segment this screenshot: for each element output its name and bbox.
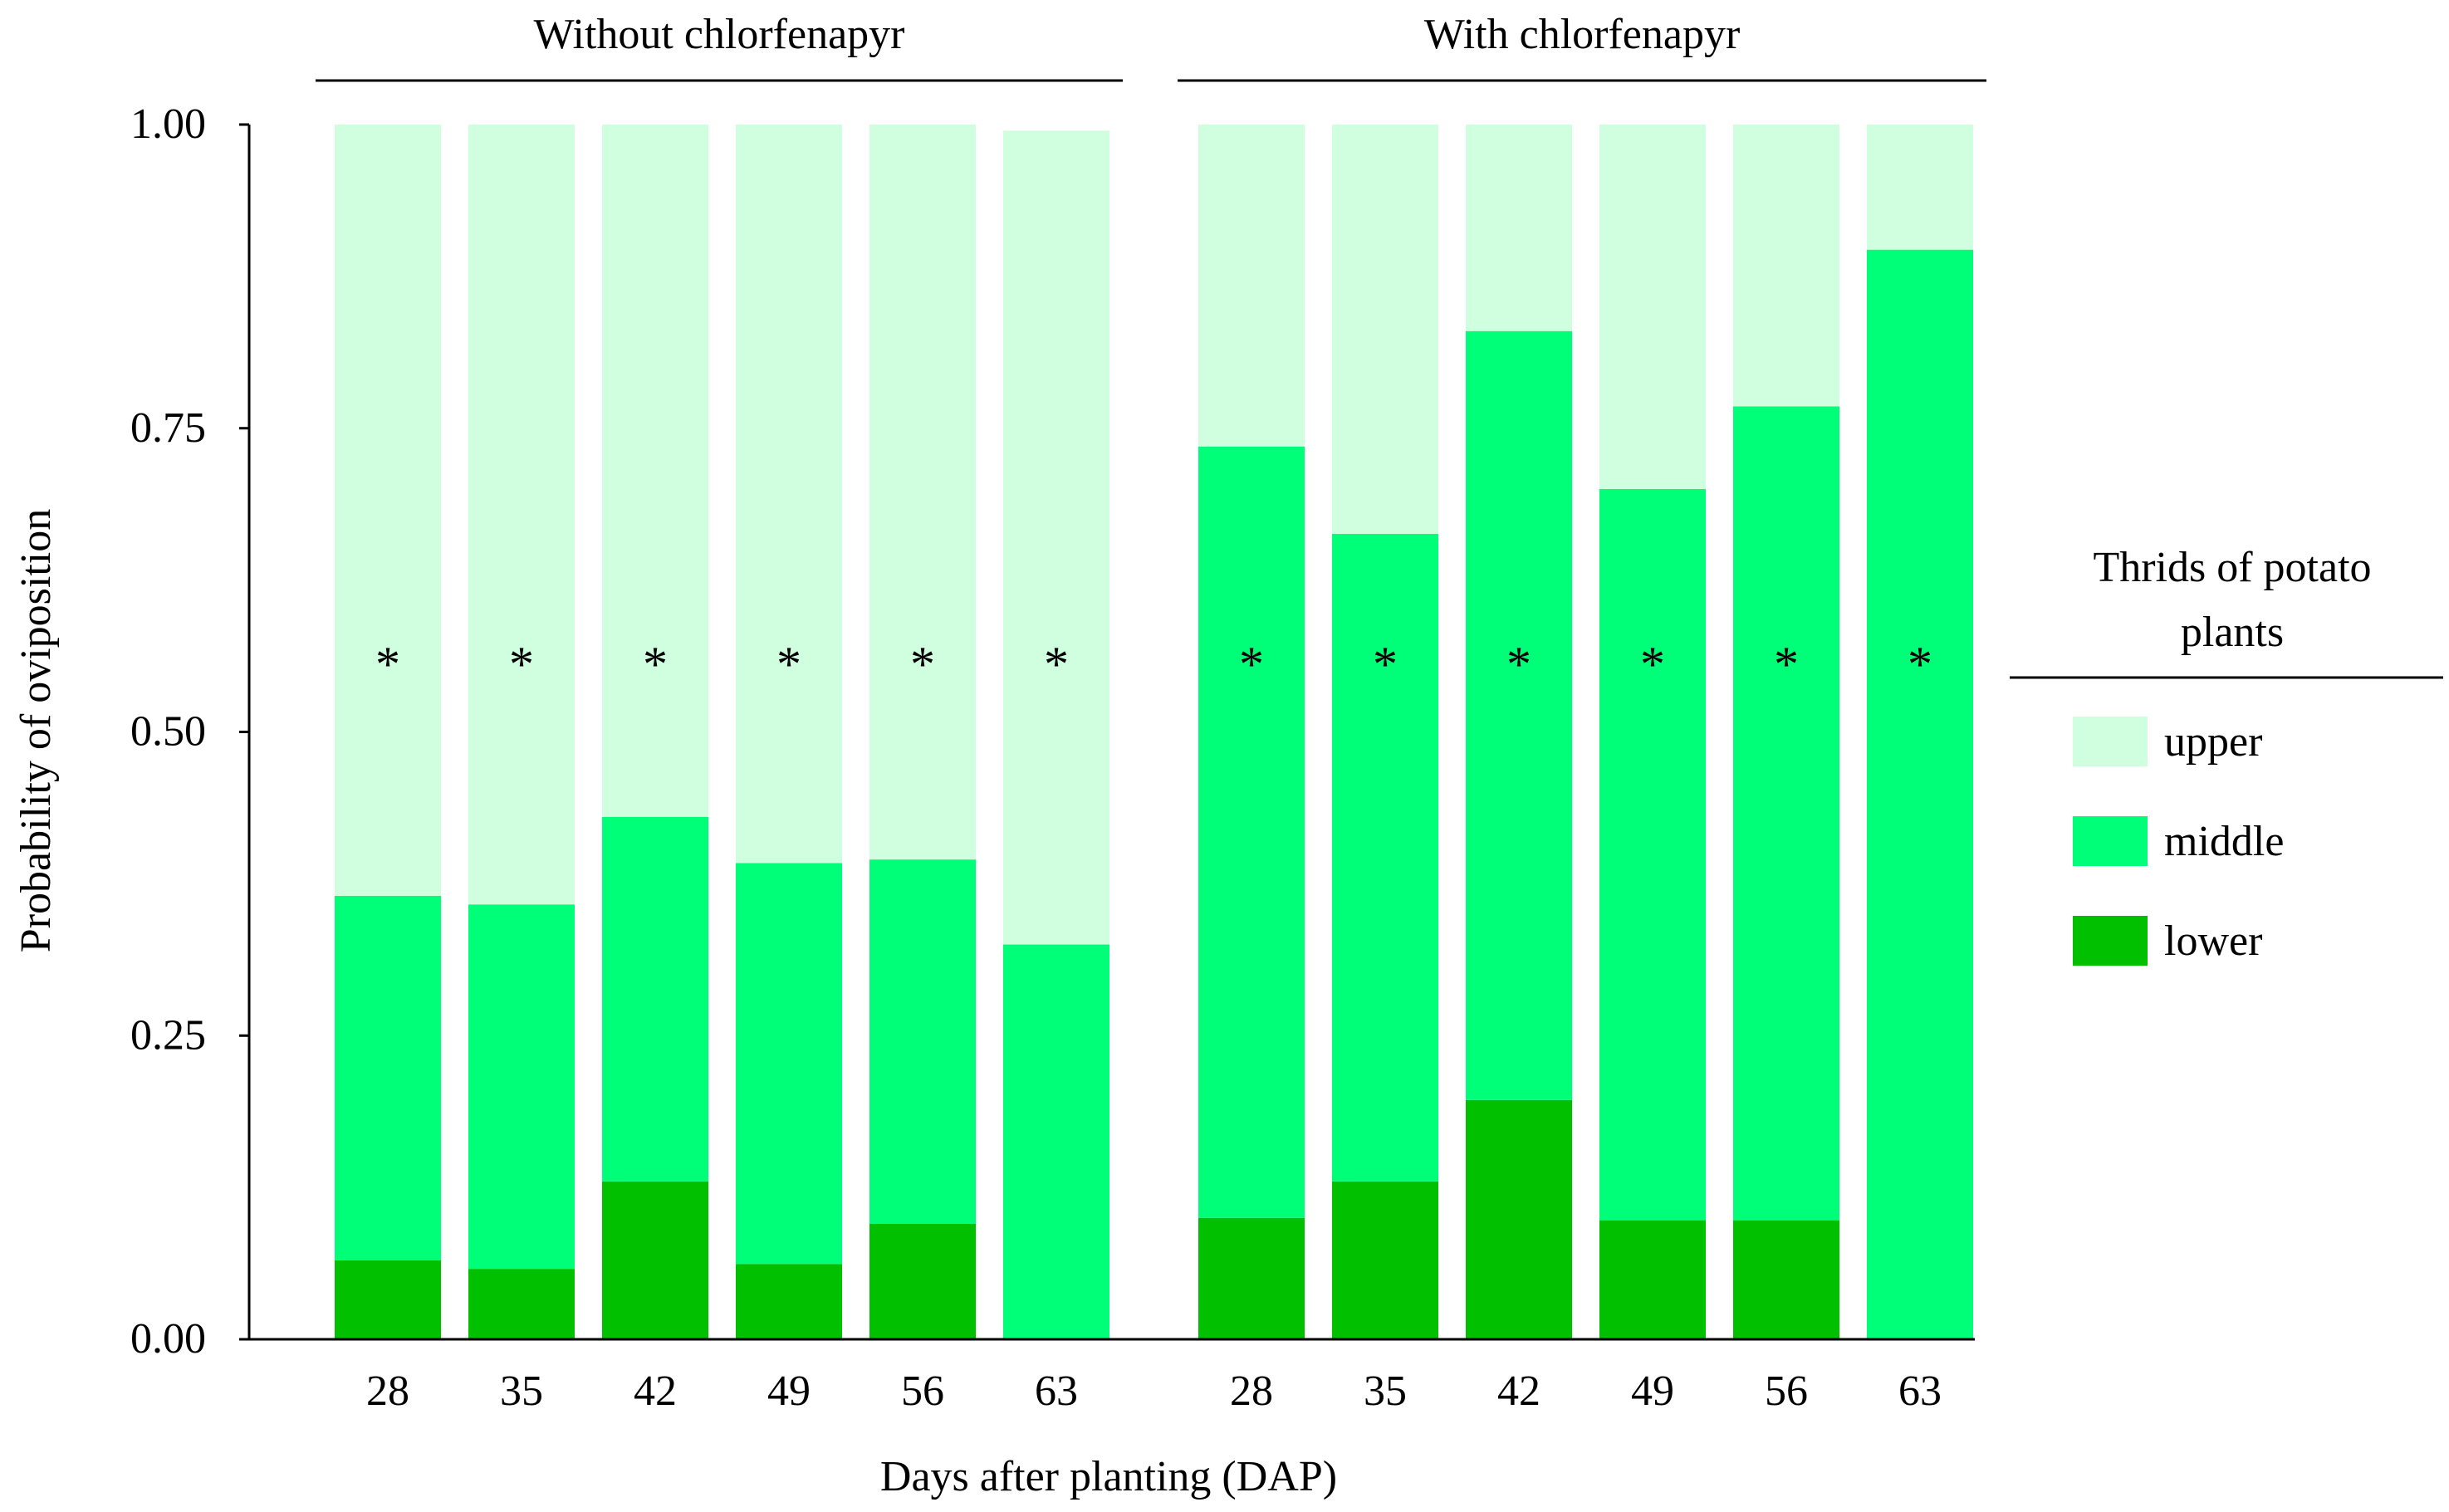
bar-segment-middle — [1332, 534, 1438, 1182]
bar-segment-lower — [335, 1260, 441, 1339]
x-tick-label: 28 — [1230, 1368, 1273, 1415]
x-tick-label: 56 — [901, 1368, 944, 1415]
legend: Thrids of potato plants upper middle lower — [2010, 544, 2443, 966]
group-header-label: Without chlorfenapyr — [534, 11, 905, 58]
x-tick-label: 42 — [1497, 1368, 1540, 1415]
bar-segment-lower — [869, 1224, 976, 1339]
legend-swatch-upper — [2073, 717, 2148, 766]
significance-asterisk: * — [1908, 637, 1932, 692]
bar-segment-middle — [1867, 249, 1973, 1340]
x-tick-label: 49 — [1631, 1368, 1674, 1415]
bar-segment-upper — [335, 125, 441, 897]
group-header-label: With chlorfenapyr — [1424, 11, 1741, 58]
bar-segment-lower — [1466, 1099, 1572, 1339]
bar-segment-middle — [1198, 446, 1305, 1218]
bar-segment-middle — [1466, 330, 1572, 1100]
bar-segment-lower — [1198, 1217, 1305, 1339]
legend-title-line-2: plants — [2181, 609, 2284, 656]
significance-asterisk: * — [1640, 637, 1665, 692]
bar-segment-upper — [1466, 125, 1572, 331]
y-tick-label: 0.50 — [130, 708, 206, 756]
x-tick-label: 28 — [366, 1368, 409, 1415]
bar-segment-lower — [602, 1181, 708, 1339]
y-tick-label: 1.00 — [130, 100, 206, 148]
bar-segment-upper — [1332, 125, 1438, 535]
legend-label-lower: lower — [2164, 917, 2262, 965]
y-axis-label: Probability of oviposition — [12, 509, 60, 952]
significance-asterisk: * — [509, 637, 534, 692]
bar-segment-middle — [468, 904, 575, 1270]
bar-segment-upper — [602, 125, 708, 817]
bar-segment-middle — [335, 896, 441, 1260]
x-tick-label: 35 — [1364, 1368, 1407, 1415]
bar-segment-middle — [602, 816, 708, 1182]
bar-segment-lower — [1733, 1220, 1839, 1339]
significance-asterisk: * — [1373, 637, 1398, 692]
bar-segment-upper — [1867, 125, 1973, 250]
significance-asterisk: * — [1774, 637, 1799, 692]
y-tick-label: 0.25 — [130, 1011, 206, 1059]
legend-label-middle: middle — [2164, 818, 2284, 865]
bar-segment-upper — [869, 125, 976, 860]
x-tick-label: 63 — [1898, 1368, 1942, 1415]
significance-asterisk: * — [1239, 637, 1264, 692]
x-tick-label: 42 — [634, 1368, 677, 1415]
bar-segment-lower — [1332, 1181, 1438, 1339]
bar-segment-lower — [736, 1264, 842, 1339]
bar-segment-upper — [1599, 125, 1706, 489]
bar-segment-middle — [736, 863, 842, 1265]
bar-segment-lower — [1599, 1220, 1706, 1339]
legend-label-upper: upper — [2164, 718, 2262, 766]
significance-asterisk: * — [1506, 637, 1531, 692]
bar-segment-middle — [1599, 488, 1706, 1221]
bar-segment-middle — [1003, 944, 1109, 1339]
bar-segment-upper — [1733, 125, 1839, 407]
significance-asterisk: * — [910, 637, 935, 692]
legend-swatch-middle — [2073, 816, 2148, 866]
significance-asterisk: * — [1044, 637, 1069, 692]
legend-swatch-lower — [2073, 916, 2148, 966]
significance-asterisk: * — [776, 637, 801, 692]
x-tick-label: 35 — [500, 1368, 543, 1415]
bar-segment-upper — [468, 125, 575, 905]
significance-asterisk: * — [643, 637, 668, 692]
bar-segment-middle — [869, 859, 976, 1225]
bar-segment-middle — [1733, 406, 1839, 1221]
y-tick-label: 0.75 — [130, 404, 206, 452]
bar-segment-upper — [736, 125, 842, 864]
x-tick-label: 49 — [767, 1368, 811, 1415]
x-axis-label: Days after planting (DAP) — [880, 1453, 1337, 1500]
x-tick-label: 56 — [1765, 1368, 1808, 1415]
bar-segment-lower — [468, 1269, 575, 1339]
y-tick-label: 0.00 — [130, 1315, 206, 1363]
x-tick-label: 63 — [1035, 1368, 1078, 1415]
bar-segment-upper — [1003, 130, 1109, 945]
legend-title-line-1: Thrids of potato — [2093, 544, 2371, 591]
significance-asterisk: * — [375, 637, 400, 692]
bar-segment-upper — [1198, 125, 1305, 447]
